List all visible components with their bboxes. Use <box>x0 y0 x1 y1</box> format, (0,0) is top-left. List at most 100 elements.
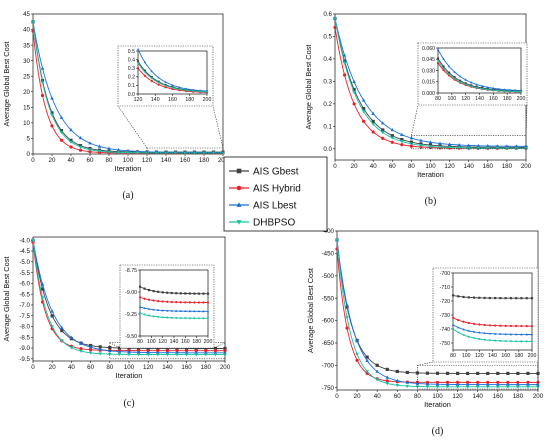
inset-data-point <box>486 85 490 89</box>
inset-data-point <box>157 290 160 293</box>
inset-y-tick-label: 0.4 <box>128 57 135 63</box>
legend-entry-dhbpso: DHBPSO <box>229 218 295 229</box>
data-point <box>365 370 369 374</box>
inset-data-point <box>170 300 173 304</box>
inset-data-point <box>467 321 470 325</box>
inset-data-point <box>143 69 146 72</box>
inset-data-point <box>483 338 486 342</box>
data-point <box>107 150 111 154</box>
inset-data-point <box>188 301 191 304</box>
x-tick-label: 100 <box>123 157 134 164</box>
x-tick-label: 200 <box>533 393 544 400</box>
inset-border <box>117 45 214 107</box>
data-point <box>345 316 349 320</box>
data-point <box>221 151 225 155</box>
y-axis-title: Average Global Best Cost <box>304 45 313 130</box>
inset-data-point <box>470 84 473 87</box>
x-tick-label: 0 <box>333 163 337 170</box>
data-point <box>485 385 490 389</box>
inset-data-point <box>442 65 445 68</box>
inset-data-point <box>488 339 492 342</box>
data-point <box>385 379 389 383</box>
inset-data-point <box>147 298 151 301</box>
inset-data-point <box>143 74 146 77</box>
data-point <box>447 142 452 146</box>
inset-series-ais-lbest <box>436 48 523 92</box>
inset-data-point <box>170 291 173 295</box>
inset-data-point <box>453 70 456 73</box>
inset-data-point <box>193 317 196 320</box>
inset-data-point <box>514 90 517 93</box>
inset-data-point <box>457 319 460 322</box>
inset-data-point <box>184 301 187 304</box>
data-point <box>381 128 385 132</box>
x-axis-title: Iteration <box>116 371 143 380</box>
data-point <box>445 385 450 389</box>
data-point <box>526 380 530 384</box>
inset-series-ais-gbest <box>451 294 534 300</box>
inset-data-point <box>451 323 455 326</box>
inset-data-point <box>138 312 142 315</box>
data-point <box>385 367 389 371</box>
x-tick-label: 100 <box>124 364 135 371</box>
data-point <box>536 371 540 376</box>
inset-data-point <box>530 340 534 343</box>
data-point <box>419 142 423 146</box>
inset-series-line <box>452 328 533 342</box>
inset-data-point <box>164 86 167 89</box>
inset-data-point <box>156 308 160 312</box>
inset-data-point <box>459 79 462 82</box>
data-point <box>50 325 54 329</box>
data-point <box>514 144 519 148</box>
inset-x-tick-label: 200 <box>204 339 213 345</box>
data-point <box>428 145 433 149</box>
inset-data-point <box>147 307 151 310</box>
inset-data-point <box>178 88 181 91</box>
data-point <box>156 349 160 353</box>
inset-data-point <box>530 297 534 300</box>
legend: AIS Gbest AIS Hybrid AIS Lbest DHBPSO <box>223 156 328 232</box>
data-point <box>445 380 450 384</box>
x-tick-label: 80 <box>408 163 415 170</box>
inset-x-tick-label: 180 <box>185 97 194 103</box>
inset-data-point <box>165 309 169 312</box>
data-point <box>486 380 490 384</box>
data-point <box>390 140 394 144</box>
y-tick-label: 30 <box>23 58 30 65</box>
x-tick-label: 60 <box>394 393 401 400</box>
data-point <box>183 151 187 155</box>
data-point <box>365 358 369 362</box>
inset-data-point <box>503 90 506 93</box>
data-point <box>371 119 375 123</box>
data-point <box>69 335 74 339</box>
inset-y-tick-label: -8.75 <box>125 268 137 274</box>
inset-y-tick-label: -720 <box>440 299 450 305</box>
inset-data-point <box>193 301 196 304</box>
data-point <box>69 140 73 144</box>
data-point <box>455 385 460 389</box>
inset-data-point <box>508 90 512 93</box>
inset-data-point <box>198 90 202 93</box>
inset-data-point <box>185 87 188 90</box>
inset-data-point <box>494 324 497 327</box>
y-tick-label: -9.0 <box>19 345 30 352</box>
inset-x-tick-label: 140 <box>151 97 160 103</box>
inset-y-tick-label: -740 <box>440 327 450 333</box>
y-axis-title: Average Global Best Cost <box>2 257 11 342</box>
data-point <box>456 380 460 384</box>
inset-data-point <box>499 340 502 343</box>
data-point <box>136 350 141 354</box>
y-tick-label: -6.5 <box>19 291 30 298</box>
y-tick-label: 0 <box>27 151 31 158</box>
inset-data-point <box>191 90 195 93</box>
data-point <box>60 328 64 333</box>
data-point <box>60 339 64 343</box>
inset-series-ais-lbest <box>451 323 534 336</box>
data-point <box>381 136 385 141</box>
inset-data-point <box>202 317 205 320</box>
inset-data-point <box>504 340 507 343</box>
inset-data-point <box>475 83 478 86</box>
inset-data-point <box>486 88 490 92</box>
inset-y-tick-label: 0.015 <box>422 80 435 86</box>
inset-series-line <box>139 312 209 319</box>
